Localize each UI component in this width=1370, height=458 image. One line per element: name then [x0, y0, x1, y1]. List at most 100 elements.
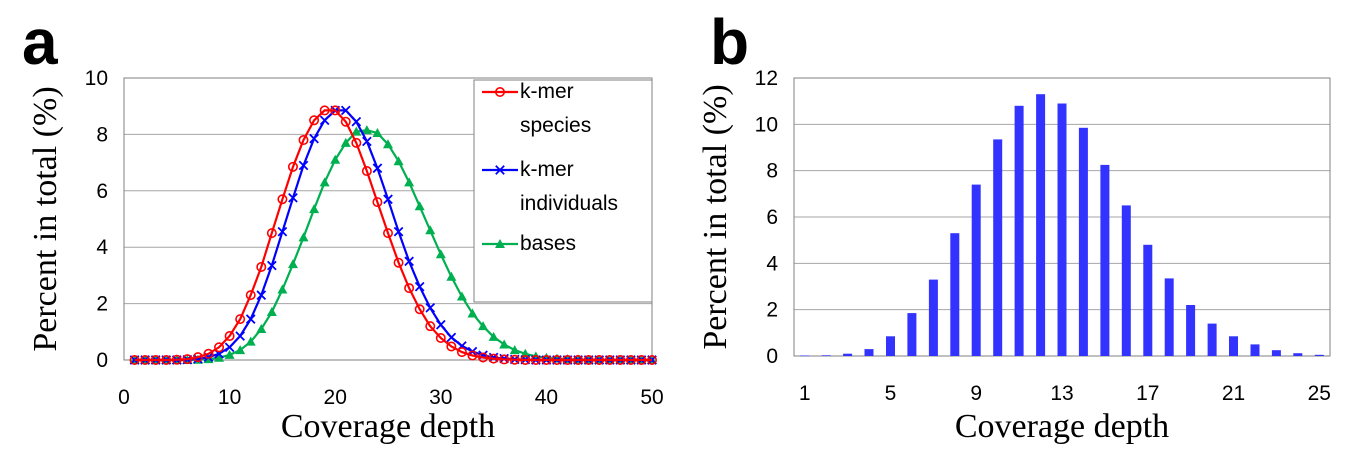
a-point	[435, 249, 446, 259]
panel-letter-a: a	[22, 6, 58, 78]
a-x-axis-title: Coverage depth	[281, 408, 495, 445]
a-point	[361, 166, 372, 177]
a-legend-entry: k-mer individuals	[482, 158, 618, 215]
a-point	[214, 352, 225, 362]
a-point	[414, 201, 425, 211]
a-point	[245, 314, 256, 324]
a-point	[573, 354, 584, 365]
a-point	[562, 354, 573, 365]
a-point	[277, 226, 288, 237]
b-bar	[1121, 205, 1131, 356]
a-point	[520, 348, 531, 358]
a-point	[277, 284, 288, 294]
b-y-axis-title: Percent in total (%)	[697, 84, 734, 349]
a-x-tick-label: 40	[535, 386, 558, 409]
b-x-tick-label: 13	[1050, 382, 1073, 405]
panel-letter-b: b	[710, 6, 749, 78]
a-x-tick-labels: 0 10 20 30 40 50	[118, 386, 664, 409]
b-y-tick-label: 0	[766, 345, 778, 368]
b-bar	[1078, 127, 1088, 356]
b-x-tick-label: 17	[1136, 382, 1159, 405]
a-point	[646, 354, 657, 365]
a-point	[256, 290, 267, 300]
a-point	[478, 352, 489, 363]
b-bar	[1293, 353, 1303, 356]
a-point	[509, 354, 520, 365]
a-point	[224, 349, 235, 359]
a-legend-label: bases	[520, 232, 576, 255]
b-bar	[1100, 164, 1110, 356]
a-point	[467, 308, 478, 318]
a-y-tick-label: 2	[96, 293, 108, 316]
a-point	[245, 336, 256, 346]
a-point	[224, 331, 235, 342]
a-point	[256, 261, 267, 272]
a-point	[277, 194, 288, 205]
a-x-tick-label: 0	[118, 386, 130, 409]
a-point	[362, 136, 372, 147]
a-point	[340, 116, 351, 127]
a-legend-label: k-mer species	[520, 80, 591, 137]
a-point	[351, 126, 362, 136]
a-point	[583, 354, 594, 365]
a-point	[287, 161, 298, 172]
a-legend-box	[473, 79, 653, 303]
b-y-tick-label: 10	[755, 113, 778, 136]
a-point	[309, 115, 320, 126]
b-bar	[1271, 350, 1281, 356]
a-point	[224, 342, 235, 353]
a-point	[171, 354, 182, 365]
a-point	[382, 228, 393, 239]
a-legend-label: k-mer individuals	[520, 158, 618, 215]
b-y-tick-label: 2	[766, 299, 778, 322]
a-y-tick-label: 4	[96, 236, 108, 259]
b-bar	[928, 279, 938, 356]
b-bar	[971, 184, 981, 356]
a-point	[520, 354, 531, 365]
a-legend-marker	[495, 239, 505, 248]
a-point	[361, 125, 372, 135]
b-x-tick-label: 21	[1222, 382, 1245, 405]
a-point	[372, 197, 383, 208]
a-point	[393, 226, 404, 237]
a-series-line	[134, 109, 652, 362]
a-x-tick-label: 10	[218, 386, 241, 409]
a-point	[594, 354, 605, 365]
b-bar	[843, 353, 853, 356]
a-point	[456, 347, 467, 358]
a-point	[235, 331, 245, 341]
b-bar	[1164, 278, 1174, 356]
a-point	[625, 354, 636, 365]
a-y-tick-label: 10	[85, 67, 108, 90]
a-point	[499, 354, 510, 365]
a-point	[425, 302, 436, 313]
a-point	[129, 354, 140, 365]
a-point	[330, 154, 341, 164]
a-point	[425, 321, 436, 332]
a-point	[319, 177, 330, 187]
b-bar	[1229, 336, 1238, 356]
a-point	[541, 354, 552, 365]
a-point	[340, 137, 351, 147]
b-bar	[993, 139, 1003, 356]
a-point	[298, 232, 309, 242]
a-point	[488, 353, 499, 364]
a-point	[309, 133, 319, 144]
a-point	[530, 354, 541, 365]
b-y-tick-label: 12	[755, 67, 778, 90]
a-point	[266, 228, 277, 239]
b-y-tick-label: 6	[766, 206, 778, 229]
a-point	[383, 194, 393, 205]
a-point	[414, 304, 425, 315]
b-bar	[1014, 105, 1024, 356]
a-point	[372, 127, 383, 137]
b-bar	[907, 313, 917, 356]
a-point	[351, 137, 362, 148]
a-point	[372, 163, 383, 174]
a-point	[435, 319, 446, 330]
a-point	[446, 332, 457, 343]
b-x-tick-labels: 1 5 9 13 17 21 25	[799, 382, 1331, 405]
b-bars	[800, 94, 1324, 357]
b-x-tick-label: 5	[885, 382, 897, 405]
b-bar	[1186, 305, 1196, 356]
